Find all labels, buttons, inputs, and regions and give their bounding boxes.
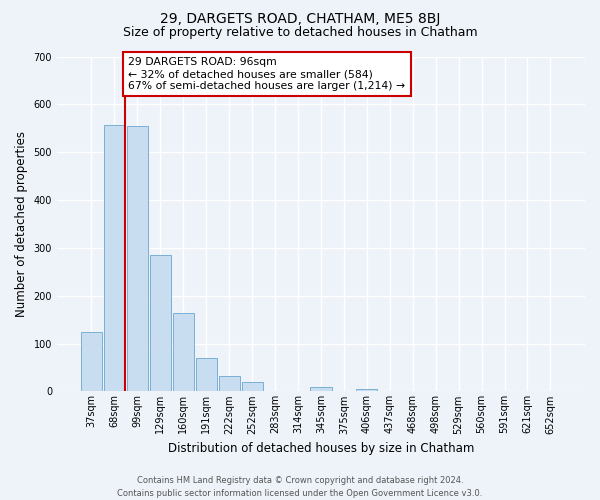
Bar — [196, 358, 217, 392]
Bar — [218, 376, 240, 392]
Bar — [104, 125, 125, 392]
Bar — [356, 389, 377, 392]
Y-axis label: Number of detached properties: Number of detached properties — [15, 131, 28, 317]
Bar — [150, 255, 171, 392]
Text: Contains HM Land Registry data © Crown copyright and database right 2024.
Contai: Contains HM Land Registry data © Crown c… — [118, 476, 482, 498]
Text: 29, DARGETS ROAD, CHATHAM, ME5 8BJ: 29, DARGETS ROAD, CHATHAM, ME5 8BJ — [160, 12, 440, 26]
Text: Size of property relative to detached houses in Chatham: Size of property relative to detached ho… — [122, 26, 478, 39]
Bar — [81, 332, 102, 392]
Text: 29 DARGETS ROAD: 96sqm
← 32% of detached houses are smaller (584)
67% of semi-de: 29 DARGETS ROAD: 96sqm ← 32% of detached… — [128, 58, 406, 90]
Bar — [127, 126, 148, 392]
Bar — [173, 314, 194, 392]
Bar — [242, 382, 263, 392]
X-axis label: Distribution of detached houses by size in Chatham: Distribution of detached houses by size … — [168, 442, 474, 455]
Bar — [310, 386, 332, 392]
